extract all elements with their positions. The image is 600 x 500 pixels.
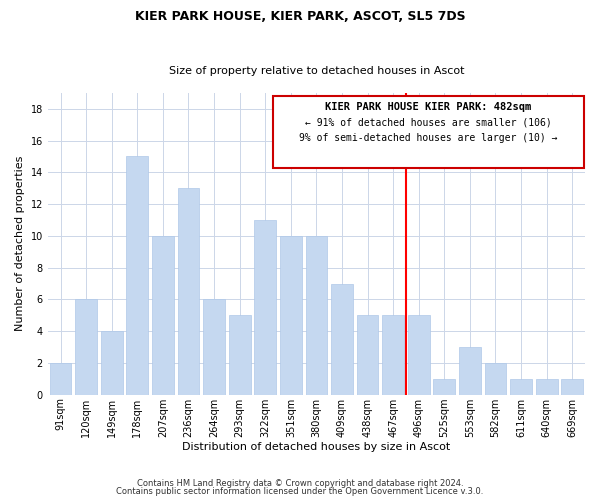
Y-axis label: Number of detached properties: Number of detached properties (15, 156, 25, 332)
Text: KIER PARK HOUSE KIER PARK: 482sqm: KIER PARK HOUSE KIER PARK: 482sqm (325, 102, 532, 112)
Text: ← 91% of detached houses are smaller (106): ← 91% of detached houses are smaller (10… (305, 118, 551, 128)
Text: 9% of semi-detached houses are larger (10) →: 9% of semi-detached houses are larger (1… (299, 134, 557, 143)
Bar (485, 363, 506, 394)
Bar (152, 236, 174, 394)
Bar (50, 363, 71, 394)
Text: Contains public sector information licensed under the Open Government Licence v.: Contains public sector information licen… (116, 487, 484, 496)
FancyBboxPatch shape (273, 96, 584, 168)
Text: KIER PARK HOUSE, KIER PARK, ASCOT, SL5 7DS: KIER PARK HOUSE, KIER PARK, ASCOT, SL5 7… (134, 10, 466, 23)
Bar (382, 316, 404, 394)
Bar (280, 236, 302, 394)
Bar (127, 156, 148, 394)
Bar (203, 300, 225, 394)
Bar (305, 236, 327, 394)
Text: Contains HM Land Registry data © Crown copyright and database right 2024.: Contains HM Land Registry data © Crown c… (137, 478, 463, 488)
Bar (178, 188, 199, 394)
Bar (356, 316, 379, 394)
Bar (408, 316, 430, 394)
Bar (433, 379, 455, 394)
Bar (229, 316, 251, 394)
X-axis label: Distribution of detached houses by size in Ascot: Distribution of detached houses by size … (182, 442, 451, 452)
Bar (75, 300, 97, 394)
Title: Size of property relative to detached houses in Ascot: Size of property relative to detached ho… (169, 66, 464, 76)
Bar (459, 347, 481, 395)
Bar (101, 331, 122, 394)
Bar (254, 220, 276, 394)
Bar (536, 379, 557, 394)
Bar (331, 284, 353, 395)
Bar (510, 379, 532, 394)
Bar (562, 379, 583, 394)
